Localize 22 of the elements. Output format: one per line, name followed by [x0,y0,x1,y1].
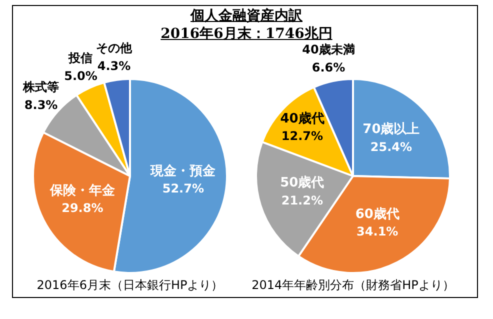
slice-label: 70歳以上 [362,122,420,138]
text: 2016年6月末（日本銀行HPより） [36,277,224,294]
slice-label: 投信 [68,50,93,65]
data-label: 34.1% [356,224,398,239]
data-label: 25.4% [370,140,412,154]
data-label: 5.0% [64,68,98,83]
data-label: 21.2% [281,193,323,208]
data-label: 52.7% [162,182,204,196]
data-label: 4.3% [97,59,131,74]
slice-label: 50歳代 [280,176,324,191]
data-label: 8.3% [24,98,58,112]
slice-label: 株式等 [22,80,60,94]
slice-label: 40歳代 [280,111,324,126]
data-label: 6.6% [312,60,346,75]
data-label: 12.7% [281,129,324,144]
data-label: 29.8% [62,201,104,216]
slice-label: 60歳代 [355,206,400,222]
slice-label: 40歳未満 [302,42,355,57]
slice-label: 保険・年金 [48,184,116,198]
slice-label: その他 [96,41,133,56]
text: 2014年年齢別分布（財務省HPより） [250,277,456,294]
slice-label: 現金・預金 [150,164,217,179]
